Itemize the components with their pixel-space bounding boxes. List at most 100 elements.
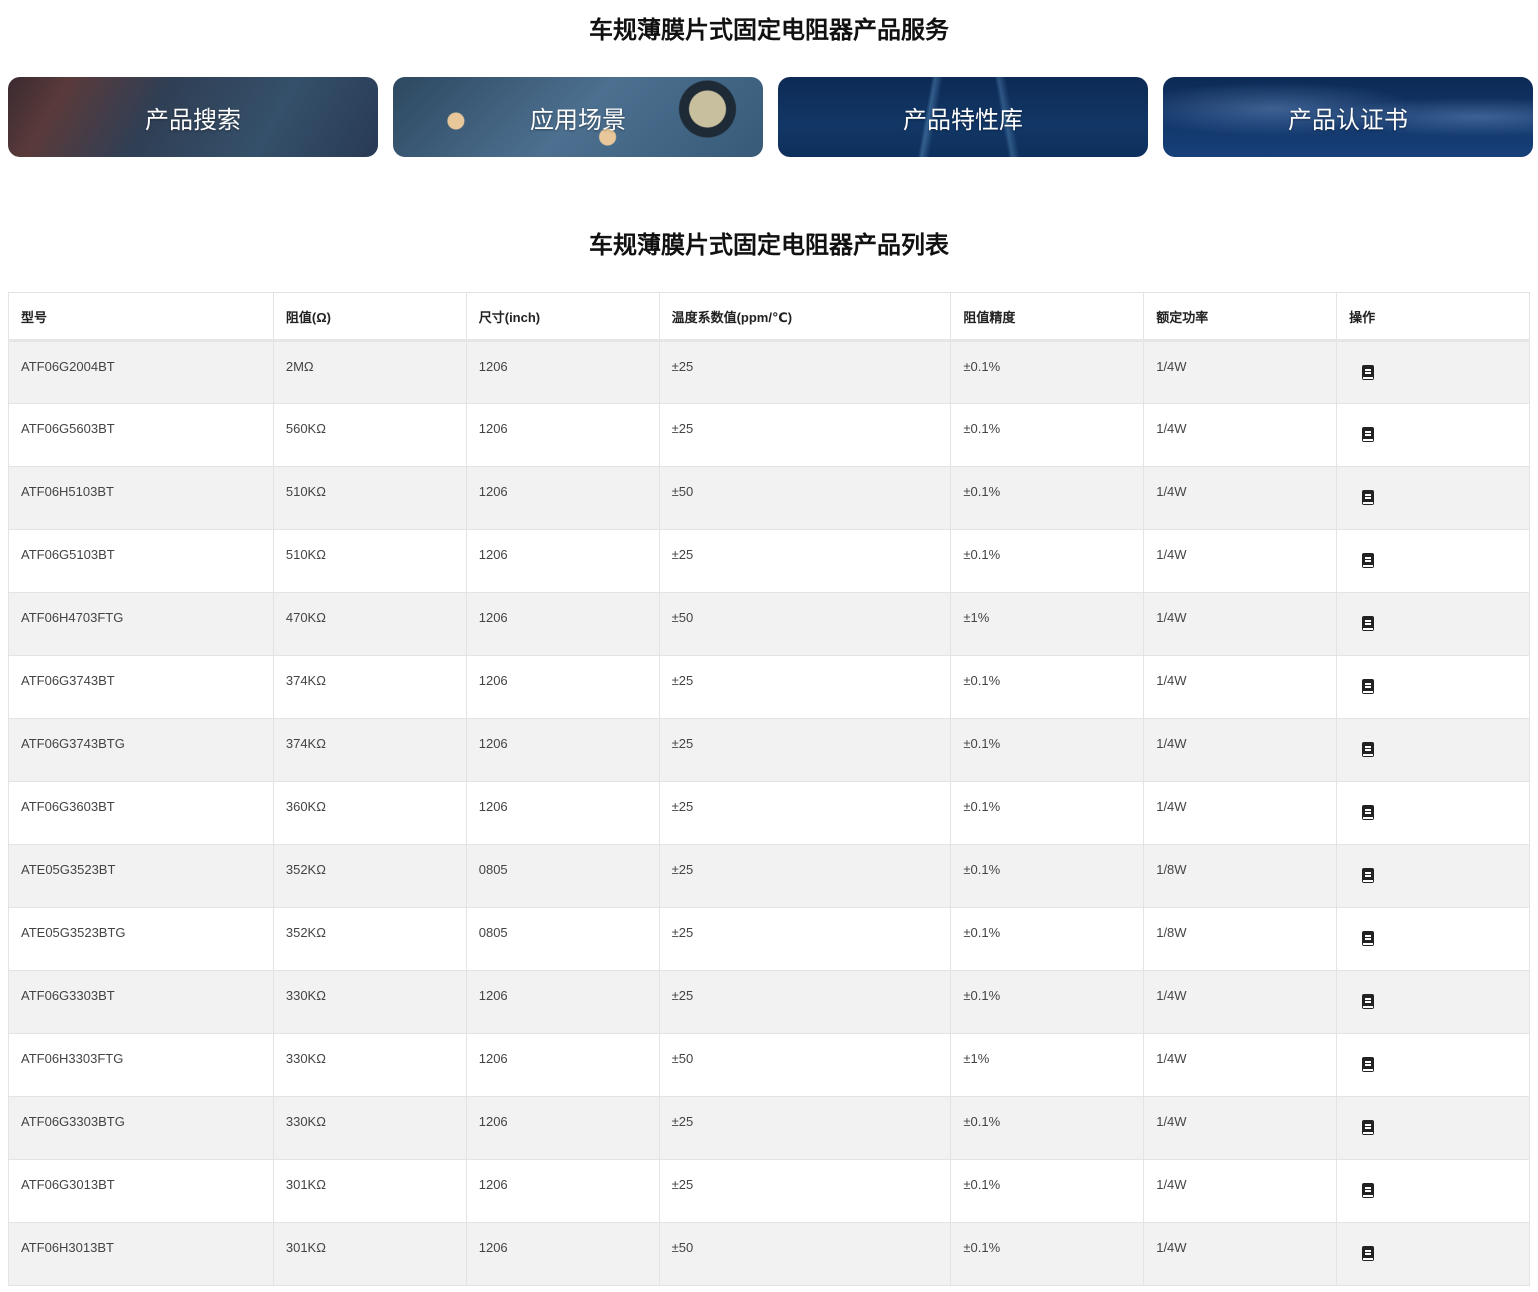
table-row: ATF06G5603BT 560KΩ 1206 ±25 ±0.1% 1/4W [8,403,1530,467]
table-cell: ±25 [658,718,952,782]
service-cards: 产品搜索 应用场景 产品特性库 产品认证书 [8,77,1533,157]
table-cell: 360KΩ [272,781,467,845]
table-cell: ±0.1% [950,529,1145,593]
table-cell: 0805 [465,844,660,908]
table-cell: ATE05G3523BTG [8,907,274,971]
book-icon[interactable] [1362,616,1375,631]
table-cell: ATF06G3303BTG [8,1096,274,1160]
table-cell: ATF06G3603BT [8,781,274,845]
table-cell: 1/4W [1143,1159,1338,1223]
book-icon[interactable] [1362,365,1375,380]
table-cell: ±1% [950,1033,1145,1097]
table-cell: ±0.1% [950,466,1145,530]
table-cell: 374KΩ [272,655,467,719]
book-icon[interactable] [1362,931,1375,946]
table-row: ATE05G3523BTG 352KΩ 0805 ±25 ±0.1% 1/8W [8,907,1530,971]
table-row: ATE05G3523BT 352KΩ 0805 ±25 ±0.1% 1/8W [8,844,1530,908]
book-icon[interactable] [1362,1246,1375,1261]
table-row: ATF06G3603BT 360KΩ 1206 ±25 ±0.1% 1/4W [8,781,1530,845]
book-icon[interactable] [1362,1120,1375,1135]
action-cell [1336,970,1530,1034]
table-cell: 1206 [465,403,660,467]
book-icon[interactable] [1362,742,1375,757]
book-icon[interactable] [1362,868,1375,883]
table-row: ATF06G3743BTG 374KΩ 1206 ±25 ±0.1% 1/4W [8,718,1530,782]
action-cell [1336,403,1530,467]
table-cell: ATF06G3013BT [8,1159,274,1223]
book-icon[interactable] [1362,553,1375,568]
table-cell: ±1% [950,592,1145,656]
table-cell: ATF06G3743BT [8,655,274,719]
action-cell [1336,529,1530,593]
table-cell: ±25 [658,529,952,593]
card-label: 产品搜索 [145,106,241,134]
table-cell: ±0.1% [950,340,1145,404]
table-cell: 1206 [465,970,660,1034]
card-label: 产品认证书 [1288,106,1408,134]
table-cell: 560KΩ [272,403,467,467]
table-cell: ±50 [658,592,952,656]
column-header: 操作 [1336,292,1530,342]
table-cell: ATF06G3303BT [8,970,274,1034]
action-cell [1336,1033,1530,1097]
table-row: ATF06H4703FTG 470KΩ 1206 ±50 ±1% 1/4W [8,592,1530,656]
table-cell: ATF06H5103BT [8,466,274,530]
table-cell: 301KΩ [272,1222,467,1286]
table-cell: 1206 [465,592,660,656]
book-icon[interactable] [1362,1183,1375,1198]
table-cell: 2MΩ [272,340,467,404]
table-row: ATF06G3303BT 330KΩ 1206 ±25 ±0.1% 1/4W [8,970,1530,1034]
book-icon[interactable] [1362,805,1375,820]
card-application-scenarios[interactable]: 应用场景 [393,77,763,157]
card-product-certificates[interactable]: 产品认证书 [1163,77,1533,157]
book-icon[interactable] [1362,1057,1375,1072]
table-cell: 1/4W [1143,718,1338,782]
table-cell: 352KΩ [272,907,467,971]
table-cell: 1206 [465,466,660,530]
table-cell: ±0.1% [950,1222,1145,1286]
table-cell: 510KΩ [272,529,467,593]
action-cell [1336,1159,1530,1223]
table-header: 型号 阻值(Ω) 尺寸(inch) 温度系数值(ppm/℃) 阻值精度 额定功率 操作 [8,292,1530,342]
table-cell: 1206 [465,340,660,404]
table-cell: ±50 [658,466,952,530]
table-cell: ATF06H3013BT [8,1222,274,1286]
table-cell: ±50 [658,1222,952,1286]
book-icon[interactable] [1362,427,1375,442]
table-row: ATF06H3303FTG 330KΩ 1206 ±50 ±1% 1/4W [8,1033,1530,1097]
table-row: ATF06G3743BT 374KΩ 1206 ±25 ±0.1% 1/4W [8,655,1530,719]
action-cell [1336,718,1530,782]
book-icon[interactable] [1362,994,1375,1009]
column-header: 额定功率 [1143,292,1338,342]
book-icon[interactable] [1362,679,1375,694]
table-cell: ±25 [658,1096,952,1160]
action-cell [1336,1222,1530,1286]
table-cell: ±25 [658,1159,952,1223]
table-cell: 1/4W [1143,466,1338,530]
table-cell: ±25 [658,340,952,404]
column-header: 温度系数值(ppm/℃) [658,292,952,342]
table-cell: 1206 [465,655,660,719]
table-cell: ±50 [658,1033,952,1097]
product-table: 型号 阻值(Ω) 尺寸(inch) 温度系数值(ppm/℃) 阻值精度 额定功率 操作 AT… [8,292,1530,1286]
table-cell: ±0.1% [950,970,1145,1034]
table-cell: 1/4W [1143,1222,1338,1286]
card-label: 产品特性库 [903,106,1023,134]
table-cell: 1/8W [1143,844,1338,908]
book-icon[interactable] [1362,490,1375,505]
table-cell: 1/4W [1143,403,1338,467]
column-header: 型号 [8,292,274,342]
action-cell [1336,844,1530,908]
table-cell: 1/4W [1143,340,1338,404]
table-cell: ±25 [658,403,952,467]
table-cell: 1206 [465,1033,660,1097]
action-cell [1336,466,1530,530]
card-product-search[interactable]: 产品搜索 [8,77,378,157]
table-cell: ±0.1% [950,1096,1145,1160]
table-row: ATF06G2004BT 2MΩ 1206 ±25 ±0.1% 1/4W [8,340,1530,404]
table-cell: 1206 [465,529,660,593]
card-product-characteristics[interactable]: 产品特性库 [778,77,1148,157]
table-cell: 1/4W [1143,529,1338,593]
action-cell [1336,340,1530,404]
table-cell: 1/4W [1143,592,1338,656]
